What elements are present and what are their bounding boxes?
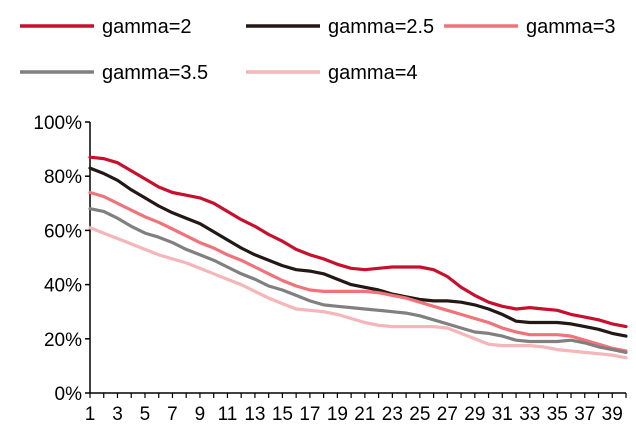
legend-item: gamma=4 xyxy=(246,62,418,84)
legend-label: gamma=3.5 xyxy=(102,62,208,84)
x-tick-label: 17 xyxy=(299,404,320,425)
x-tick-label: 7 xyxy=(167,404,178,425)
x-tick-label: 37 xyxy=(574,404,595,425)
y-tick-label: 100% xyxy=(33,113,82,134)
x-tick-label: 15 xyxy=(272,404,293,425)
y-tick-label: 60% xyxy=(44,221,82,242)
x-tick-label: 35 xyxy=(547,404,568,425)
x-tick-label: 39 xyxy=(602,404,623,425)
series-line-1 xyxy=(88,155,628,329)
series-lines xyxy=(88,155,628,360)
y-tick-label: 20% xyxy=(44,330,82,351)
y-tick-label: 0% xyxy=(55,384,83,405)
legend-label: gamma=3 xyxy=(526,16,616,38)
x-tick-label: 29 xyxy=(464,404,485,425)
legend-label: gamma=2 xyxy=(102,16,192,38)
x-tick-label: 25 xyxy=(409,404,430,425)
x-tick-label: 9 xyxy=(195,404,206,425)
legend: gamma=2 gamma=2.5 gamma=3 gamma=3.5 gamma=4 xyxy=(20,16,616,84)
x-tick-label: 11 xyxy=(218,404,238,425)
legend-label: gamma=2.5 xyxy=(328,16,434,38)
series-line-3 xyxy=(88,190,628,353)
legend-item: gamma=2.5 xyxy=(246,16,434,38)
legend-label: gamma=4 xyxy=(328,62,418,84)
legend-item: gamma=3 xyxy=(444,16,616,38)
legend-item: gamma=3.5 xyxy=(20,62,208,84)
x-tick-label: 13 xyxy=(244,404,265,425)
y-tick-label: 80% xyxy=(44,167,82,188)
legend-item: gamma=2 xyxy=(20,16,192,38)
series-line-2 xyxy=(88,166,628,338)
series-line-4 xyxy=(88,207,628,354)
series-line-5 xyxy=(88,226,628,360)
y-axis: 0% 20% 40% 60% 80% 100% xyxy=(33,113,91,405)
x-tick-label: 33 xyxy=(519,404,540,425)
x-tick-label: 27 xyxy=(437,404,458,425)
x-tick-label: 31 xyxy=(492,404,513,425)
x-axis: 1 3 5 7 9 11 13 15 17 19 21 23 25 27 29 31 33 35 37 39 xyxy=(85,392,627,425)
x-tick-label: 5 xyxy=(140,404,151,425)
x-tick-label: 21 xyxy=(354,404,375,425)
y-tick-label: 40% xyxy=(44,276,82,297)
x-tick-label: 19 xyxy=(327,404,348,425)
x-tick-label: 1 xyxy=(85,404,96,425)
x-tick-label: 3 xyxy=(112,404,123,425)
x-tick-label: 23 xyxy=(382,404,403,425)
